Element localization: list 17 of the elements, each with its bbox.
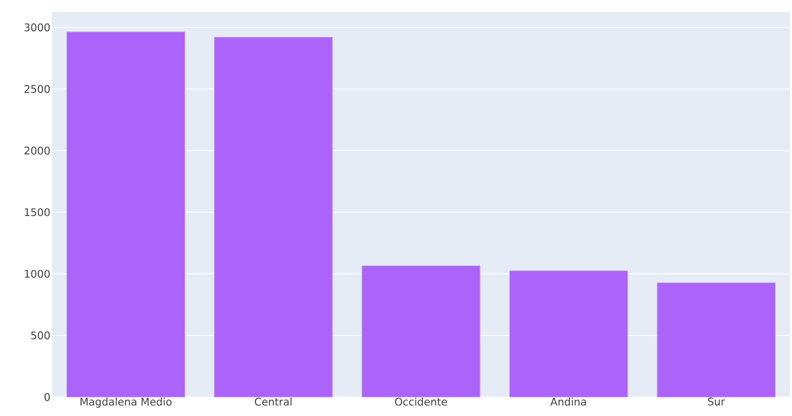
y-tick-label: 1000 — [24, 270, 50, 278]
y-tick-label: 500 — [31, 331, 50, 340]
y-tick-label: 2500 — [24, 85, 50, 93]
x-tick-label: Andina — [550, 398, 586, 406]
y-tick-label: 3000 — [24, 23, 50, 32]
bar — [362, 265, 480, 398]
y-tick-label: 0 — [44, 393, 50, 401]
bar — [66, 32, 186, 398]
y-tick-label: 1500 — [24, 208, 50, 216]
x-tick-label: Sur — [708, 398, 726, 406]
bar — [656, 282, 776, 398]
bar — [214, 36, 333, 398]
bar — [509, 270, 628, 398]
x-tick-label: Occidente — [395, 398, 447, 406]
y-tick-label: 2000 — [24, 146, 50, 155]
x-tick-label: Central — [254, 398, 292, 406]
x-tick-label: Magdalena Medio — [80, 398, 172, 408]
